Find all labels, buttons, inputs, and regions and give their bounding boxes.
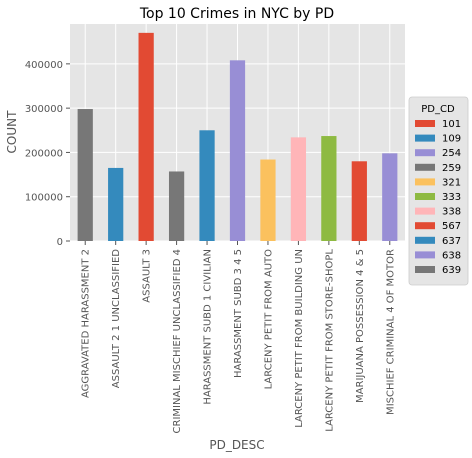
- legend-label: 254: [442, 148, 461, 159]
- legend-label: 639: [442, 265, 461, 276]
- y-tick-label: 200000: [25, 148, 63, 159]
- legend-swatch: [415, 236, 435, 244]
- bar: [351, 161, 367, 241]
- legend-swatch: [415, 251, 435, 259]
- legend-swatch: [415, 178, 435, 186]
- legend-swatch: [415, 149, 435, 157]
- legend-swatch: [415, 193, 435, 200]
- legend-label: 321: [442, 177, 461, 188]
- x-tick-label: HARASSMENT SUBD 1 CIVILIAN: [203, 249, 214, 405]
- legend-label: 567: [442, 221, 461, 232]
- legend-label: 637: [442, 236, 461, 247]
- x-tick-label: LARCENY PETIT FROM BUILDING UN: [294, 249, 305, 428]
- legend-label: 333: [442, 192, 461, 203]
- bar: [199, 130, 215, 241]
- x-axis-ticks: AGGRAVATED HARASSMENT 2 ASSAULT 2 1 UNCLA…: [81, 241, 396, 433]
- bar: [321, 136, 337, 241]
- legend-label: 109: [442, 134, 461, 145]
- legend-swatch: [415, 163, 435, 171]
- legend-swatch: [415, 266, 435, 273]
- legend-swatch: [415, 207, 435, 215]
- legend-swatch: [415, 222, 435, 230]
- bar: [77, 109, 93, 242]
- legend-swatch: [415, 120, 435, 127]
- chart-title: Top 10 Crimes in NYC by PD: [139, 6, 334, 22]
- bar: [108, 167, 124, 241]
- x-axis-label: PD_DESC: [209, 438, 264, 452]
- x-tick-label: ASSAULT 3: [142, 249, 153, 303]
- x-tick-label: ASSAULT 2 1 UNCLASSIFIED: [111, 249, 122, 389]
- legend-label: 101: [442, 119, 461, 130]
- x-tick-label: CRIMINAL MISCHIEF UNCLASSIFIED 4: [172, 249, 183, 433]
- bar: [138, 32, 154, 241]
- legend-label: 338: [442, 207, 461, 218]
- y-tick-label: 300000: [25, 104, 63, 115]
- x-tick-label: LARCENY PETIT FROM AUTO: [263, 249, 274, 390]
- x-tick-label: LARCENY PETIT FROM STORE-SHOPL: [324, 249, 335, 432]
- legend-label: 259: [442, 163, 461, 174]
- bar: [382, 153, 398, 241]
- legend-swatch: [415, 134, 435, 142]
- x-tick-label: MARIJUANA POSSESSION 4 & 5: [355, 249, 366, 403]
- y-axis-ticks: 0 100000 200000 300000 400000: [25, 60, 70, 248]
- y-tick-label: 400000: [25, 60, 63, 71]
- x-tick-label: MISCHIEF CRIMINAL 4 OF MOTOR: [385, 249, 396, 415]
- legend: PD_CD 101 109 254 259 321 333 338 567 637 638 639: [408, 96, 469, 286]
- legend-title: PD_CD: [421, 104, 455, 115]
- bar: [290, 137, 307, 241]
- y-tick-label: 100000: [25, 193, 63, 204]
- y-axis-label: COUNT: [5, 110, 19, 154]
- bar: [260, 159, 276, 241]
- bar: [229, 60, 246, 241]
- x-tick-label: AGGRAVATED HARASSMENT 2: [81, 249, 92, 398]
- bars: [77, 32, 398, 242]
- bar: [168, 171, 185, 241]
- y-tick-label: 0: [57, 237, 63, 248]
- x-tick-label: HARASSMENT SUBD 3 4 5: [233, 249, 244, 378]
- legend-label: 638: [442, 250, 461, 261]
